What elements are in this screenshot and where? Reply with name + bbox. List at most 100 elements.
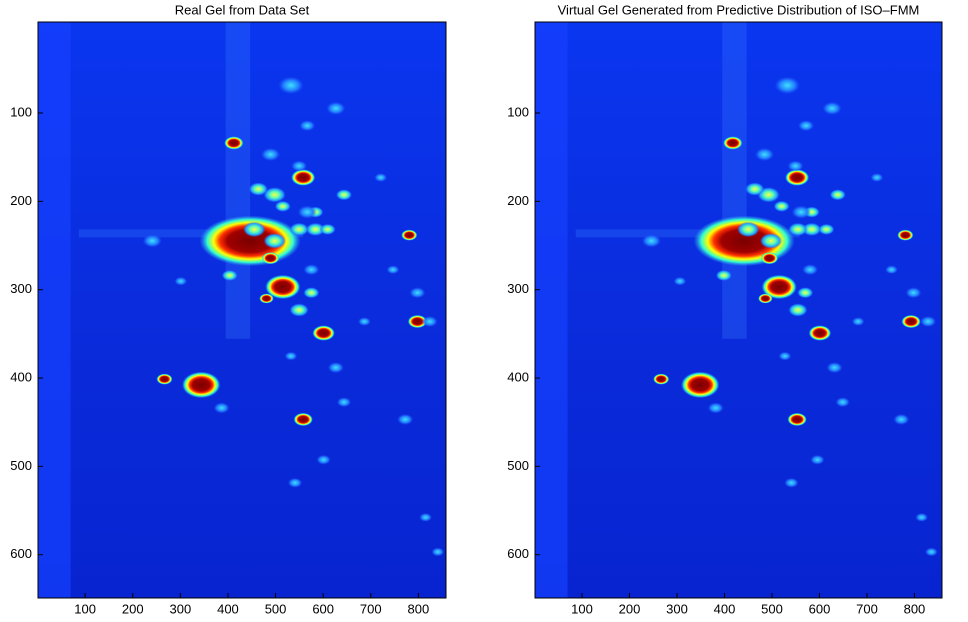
gel-spot — [759, 233, 783, 249]
gel-spot — [263, 233, 286, 249]
x-tick-label: 300 — [666, 601, 688, 616]
gel-image — [535, 22, 942, 598]
gel-spot — [327, 362, 344, 374]
gel-spot — [297, 205, 317, 219]
gel-spot — [221, 269, 238, 281]
gel-spot — [798, 120, 815, 132]
y-tick-label: 500 — [507, 458, 529, 473]
panel-title: Virtual Gel Generated from Predictive Di… — [558, 2, 920, 17]
gel-spot — [287, 477, 303, 488]
gel-spot — [401, 229, 418, 241]
gel-spot — [374, 173, 388, 182]
gel-spot — [336, 397, 352, 408]
y-tick-label: 200 — [10, 193, 32, 208]
gel-panel: Virtual Gel Generated from Predictive Di… — [507, 2, 943, 616]
gel-spot — [386, 265, 400, 275]
gel-spot — [835, 397, 850, 408]
gel-spot — [407, 314, 428, 329]
x-tick-label: 500 — [265, 601, 287, 616]
gel-streak — [225, 22, 251, 339]
gel-spot — [653, 373, 670, 385]
gel-spot — [826, 362, 843, 374]
gel-spot — [925, 547, 938, 557]
gel-spot — [291, 160, 308, 172]
gel-spot — [778, 351, 792, 361]
gel-spot — [737, 221, 760, 238]
gel-spot — [723, 136, 743, 150]
gel-spot — [784, 477, 799, 488]
gel-spot — [802, 264, 819, 276]
x-tick-label: 800 — [904, 601, 926, 616]
gel-edge — [535, 22, 568, 598]
gel-spot — [760, 252, 779, 265]
gel-spot — [409, 287, 426, 299]
gel-spot — [263, 187, 286, 203]
gel-spot — [260, 147, 281, 162]
gel-spot — [802, 222, 822, 236]
y-tick-label: 200 — [507, 193, 529, 208]
gel-spot — [316, 454, 331, 465]
x-tick-label: 100 — [74, 601, 96, 616]
x-tick-label: 400 — [714, 601, 736, 616]
x-tick-label: 600 — [809, 601, 831, 616]
x-tick-label: 200 — [619, 601, 641, 616]
gel-spot — [920, 316, 937, 328]
y-tick-label: 100 — [507, 104, 529, 119]
x-tick-label: 300 — [169, 601, 191, 616]
gel-spot — [274, 200, 291, 212]
x-tick-label: 800 — [408, 601, 430, 616]
gel-spot — [305, 222, 326, 236]
gel-panel: Real Gel from Data Set 100 200 300 400 500 600… — [10, 2, 447, 616]
gel-spot — [822, 101, 842, 115]
gel-spot — [156, 373, 173, 385]
gel-spot — [299, 120, 316, 132]
y-tick-label: 400 — [507, 369, 529, 384]
gel-spot — [303, 287, 320, 299]
gel-image — [38, 22, 446, 598]
gel-spot — [293, 412, 313, 427]
gel-spot — [278, 76, 304, 95]
gel-spot — [715, 269, 732, 281]
gel-spot — [259, 293, 274, 304]
x-tick-label: 500 — [761, 601, 783, 616]
gel-spot — [791, 205, 811, 219]
gel-spot — [901, 314, 921, 329]
gel-spot — [893, 413, 910, 425]
gel-spot — [787, 160, 804, 172]
gel-spot — [419, 512, 432, 522]
x-tick-label: 700 — [360, 601, 382, 616]
gel-band — [78, 229, 304, 238]
gel-spot — [808, 325, 832, 341]
axes-frame — [534, 21, 943, 599]
x-tick-label: 400 — [217, 601, 239, 616]
gel-spot — [829, 189, 846, 201]
gel-spot — [142, 234, 162, 248]
gel-spot — [745, 182, 765, 196]
y-tick-label: 400 — [10, 369, 32, 384]
gel-spot — [870, 173, 884, 182]
gel-spot — [774, 76, 801, 95]
gel-spot — [261, 252, 280, 265]
gel-spot — [291, 169, 316, 186]
gel-spot — [213, 402, 230, 414]
y-tick-label: 300 — [10, 281, 32, 296]
gel-spot — [397, 413, 414, 425]
gel-spot — [319, 223, 336, 235]
gel-spot — [758, 293, 773, 304]
gel-spot — [312, 325, 335, 341]
gel-spot — [248, 182, 268, 196]
gel-spot — [897, 229, 914, 241]
gel-spot — [326, 101, 346, 115]
gel-spot — [182, 371, 221, 399]
gel-spot — [788, 222, 808, 236]
gel-spot — [818, 223, 835, 235]
gel-spot — [885, 265, 898, 275]
gel-spot — [289, 222, 309, 236]
gel-spot — [673, 276, 687, 286]
gel-spot — [754, 147, 775, 162]
gel-spot — [905, 287, 922, 299]
gel-spot — [265, 274, 301, 300]
panel-title: Real Gel from Data Set — [175, 2, 310, 17]
y-tick-label: 500 — [10, 458, 32, 473]
